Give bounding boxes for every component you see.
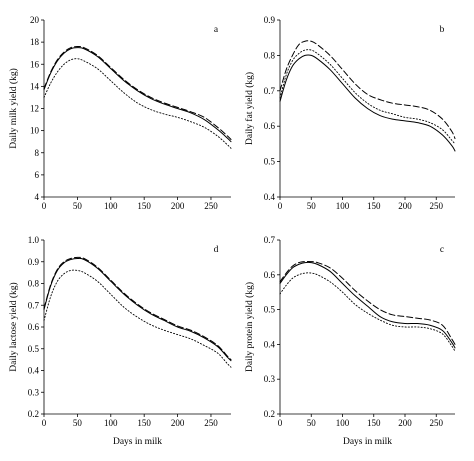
y-tick-label: 16 bbox=[30, 59, 40, 69]
y-tick-label: 0.5 bbox=[28, 344, 40, 354]
y-tick-label: 18 bbox=[30, 37, 40, 47]
series-line-solid bbox=[279, 54, 456, 152]
y-tick-label: 0.9 bbox=[264, 15, 276, 25]
x-tick-label: 200 bbox=[171, 201, 185, 211]
y-tick-label: 8 bbox=[35, 148, 40, 158]
y-tick-label: 0.4 bbox=[264, 339, 276, 349]
series-line-dashed bbox=[43, 256, 232, 361]
y-tick-label: 0.7 bbox=[264, 235, 276, 245]
x-axis-title: Days in milk bbox=[343, 437, 392, 447]
y-tick-label: 4 bbox=[35, 192, 40, 202]
y-tick-label: 0.2 bbox=[28, 409, 39, 419]
x-tick-label: 250 bbox=[430, 418, 444, 428]
y-tick-label: 0.3 bbox=[264, 374, 276, 384]
y-tick-label: 0.7 bbox=[28, 300, 40, 310]
series-line-solid bbox=[43, 257, 232, 362]
y-tick-label: 0.7 bbox=[264, 86, 276, 96]
y-tick-label: 0.2 bbox=[264, 409, 275, 419]
y-axis-title: Daily fat yield (kg) bbox=[244, 72, 255, 145]
y-axis-title: Daily protein yield (kg) bbox=[244, 282, 255, 372]
panel-letter: b bbox=[440, 25, 445, 35]
series-line-dotted bbox=[279, 49, 456, 145]
y-tick-label: 1.0 bbox=[28, 235, 40, 245]
panel-protein-yield: 0 50 100 150 200 250 0.2 0.3 0.4 0.5 0.6 0.7 Daily p… bbox=[244, 235, 456, 447]
panel-letter: c bbox=[440, 245, 444, 255]
x-tick-label: 0 bbox=[42, 201, 47, 211]
x-tick-label: 100 bbox=[336, 418, 350, 428]
y-tick-label: 20 bbox=[30, 15, 40, 25]
series-line-dotted bbox=[279, 272, 456, 352]
x-tick-label: 0 bbox=[278, 418, 283, 428]
y-tick-label: 14 bbox=[30, 81, 40, 91]
y-tick-label: 6 bbox=[35, 170, 40, 180]
panel-milk-yield: 0 50 100 150 200 250 4 6 8 10 12 14 16 18 20 Daily milk… bbox=[8, 15, 232, 211]
series-line-dashed bbox=[43, 46, 232, 140]
x-tick-label: 250 bbox=[204, 201, 218, 211]
x-tick-label: 100 bbox=[104, 201, 118, 211]
x-tick-label: 150 bbox=[367, 201, 381, 211]
y-tick-label: 0.8 bbox=[28, 279, 40, 289]
series-line-dotted bbox=[43, 58, 232, 149]
panel-fat-yield: 0 50 100 150 200 250 0.4 0.5 0.6 0.7 0.8 0.9 Daily f… bbox=[244, 15, 456, 211]
series-line-dashed bbox=[279, 260, 456, 345]
y-tick-label: 0.9 bbox=[28, 257, 40, 267]
x-tick-label: 50 bbox=[73, 418, 83, 428]
x-tick-label: 200 bbox=[398, 418, 412, 428]
x-tick-label: 50 bbox=[307, 418, 317, 428]
x-tick-label: 0 bbox=[278, 201, 283, 211]
y-tick-label: 10 bbox=[30, 126, 40, 136]
y-tick-label: 0.6 bbox=[28, 322, 40, 332]
x-tick-label: 250 bbox=[204, 418, 218, 428]
x-axis-title: Days in milk bbox=[113, 437, 162, 447]
y-tick-label: 0.4 bbox=[28, 366, 40, 376]
y-tick-label: 12 bbox=[30, 104, 39, 114]
x-tick-label: 200 bbox=[171, 418, 185, 428]
x-tick-label: 0 bbox=[42, 418, 47, 428]
y-tick-label: 0.6 bbox=[264, 121, 276, 131]
y-tick-label: 0.5 bbox=[264, 305, 276, 315]
y-axis-title: Daily milk yield (kg) bbox=[8, 68, 19, 148]
x-tick-label: 100 bbox=[104, 418, 118, 428]
y-tick-label: 0.3 bbox=[28, 387, 40, 397]
series-line-solid bbox=[279, 261, 456, 349]
y-tick-label: 0.8 bbox=[264, 50, 276, 60]
x-tick-label: 200 bbox=[398, 201, 412, 211]
x-tick-label: 100 bbox=[336, 201, 350, 211]
x-tick-label: 50 bbox=[307, 201, 317, 211]
y-tick-label: 0.4 bbox=[264, 192, 276, 202]
y-tick-label: 0.6 bbox=[264, 270, 276, 280]
panel-letter: a bbox=[214, 25, 219, 35]
series-line-dotted bbox=[43, 269, 232, 368]
x-tick-label: 150 bbox=[137, 201, 151, 211]
panel-lactose-yield: 0 50 100 150 200 250 0.2 0.3 0.4 0.5 0.6 0.7 0.8 0.9 1… bbox=[8, 235, 232, 447]
panel-letter: d bbox=[214, 245, 219, 255]
y-tick-label: 0.5 bbox=[264, 157, 276, 167]
x-tick-label: 150 bbox=[367, 418, 381, 428]
y-axis-title: Daily lactose yield (kg) bbox=[8, 282, 19, 371]
series-line-dashed bbox=[279, 40, 456, 140]
series-line-solid bbox=[43, 47, 232, 143]
x-tick-label: 150 bbox=[137, 418, 151, 428]
x-tick-label: 250 bbox=[430, 201, 444, 211]
x-tick-label: 50 bbox=[73, 201, 83, 211]
